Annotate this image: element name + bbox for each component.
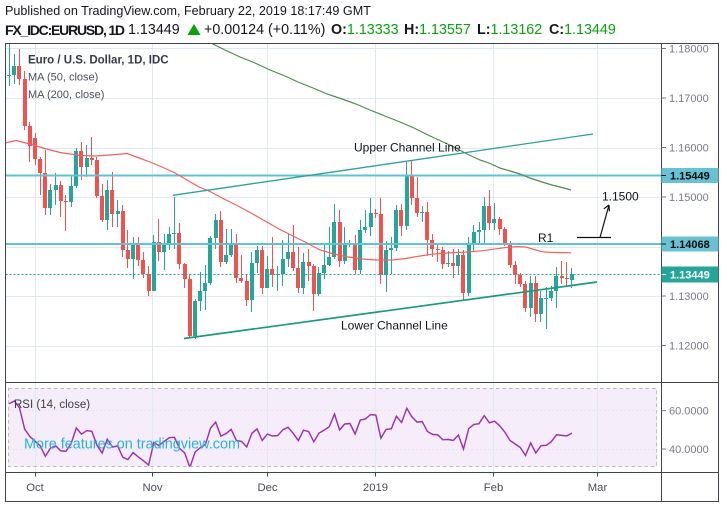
svg-text:2019: 2019 xyxy=(363,482,388,494)
svg-text:1.15449: 1.15449 xyxy=(670,171,710,183)
svg-text:MA (200, close): MA (200, close) xyxy=(28,89,104,101)
svg-text:1.16000: 1.16000 xyxy=(669,143,709,155)
svg-text:1.12000: 1.12000 xyxy=(669,341,709,353)
svg-text:60.0000: 60.0000 xyxy=(669,406,709,418)
svg-text:Lower Channel Line: Lower Channel Line xyxy=(341,319,448,333)
svg-text:1.14068: 1.14068 xyxy=(670,239,710,251)
svg-text:1.18000: 1.18000 xyxy=(669,44,709,56)
svg-text:RSI (14, close): RSI (14, close) xyxy=(14,399,90,411)
svg-text:Nov: Nov xyxy=(142,482,162,494)
svg-text:1.13449: 1.13449 xyxy=(670,270,710,282)
svg-text:MA (50, close): MA (50, close) xyxy=(28,72,98,84)
svg-text:1.17000: 1.17000 xyxy=(669,93,709,105)
svg-text:Euro / U.S. Dollar, 1D, IDC: Euro / U.S. Dollar, 1D, IDC xyxy=(28,55,169,67)
svg-text:R1: R1 xyxy=(538,231,554,245)
svg-text:Oct: Oct xyxy=(26,482,44,494)
svg-text:Dec: Dec xyxy=(257,482,277,494)
svg-text:40.0000: 40.0000 xyxy=(669,444,709,456)
svg-text:1.15000: 1.15000 xyxy=(669,192,709,204)
svg-text:1.1500: 1.1500 xyxy=(602,190,639,204)
svg-text:Feb: Feb xyxy=(484,482,503,494)
svg-text:1.13000: 1.13000 xyxy=(669,291,709,303)
svg-text:Mar: Mar xyxy=(588,482,608,494)
svg-text:More features on tradingview.c: More features on tradingview.com xyxy=(24,437,240,453)
svg-text:Upper Channel Line: Upper Channel Line xyxy=(354,141,461,155)
